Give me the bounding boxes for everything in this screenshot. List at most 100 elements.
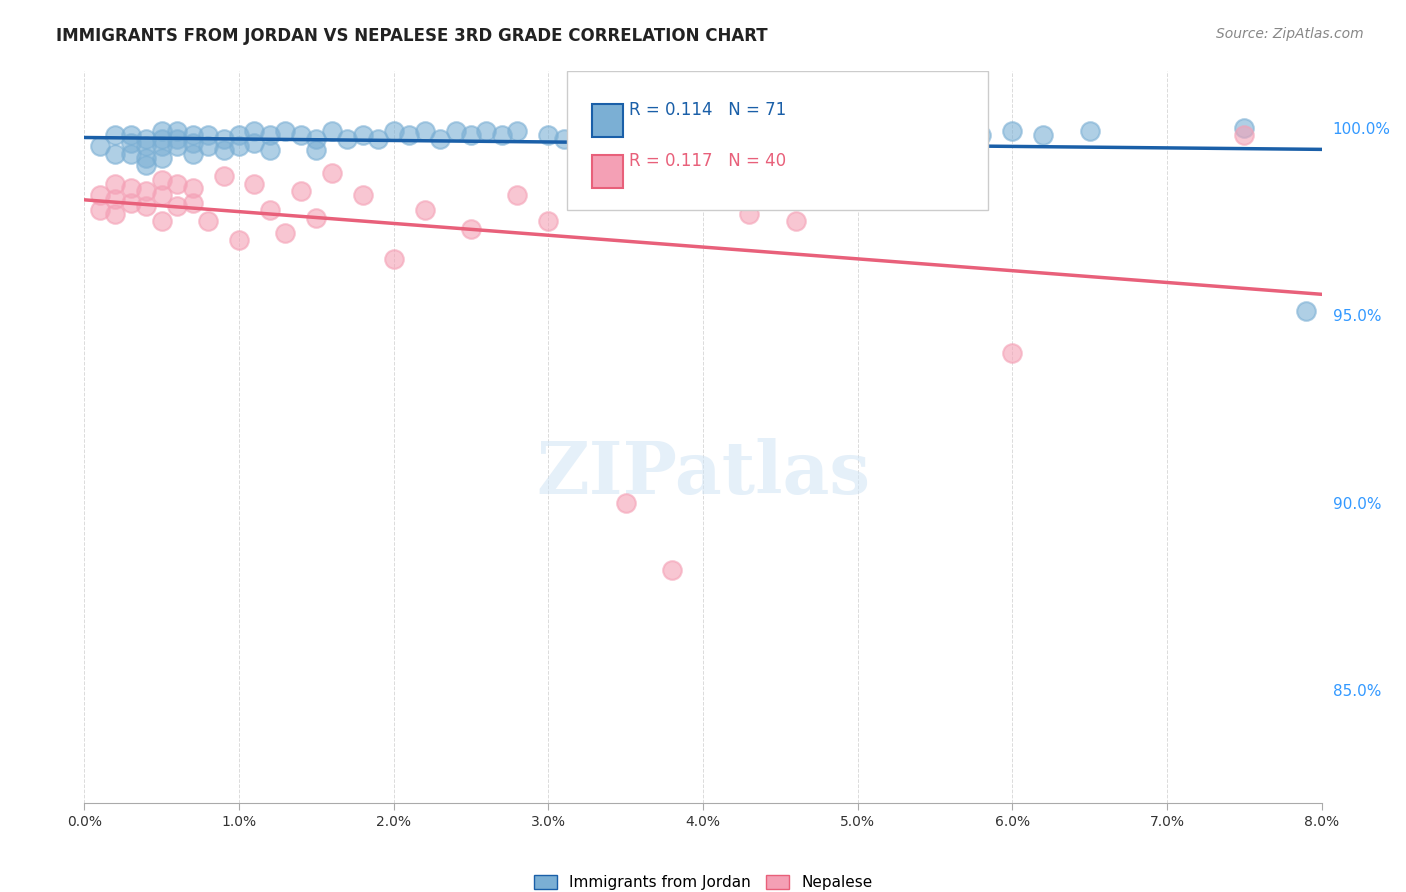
Point (630, 136, 652, 150)
Point (785, 214, 807, 228)
Point (1001, 124, 1024, 138)
Point (135, 199, 157, 213)
Point (413, 203, 436, 218)
Point (135, 139, 157, 153)
Point (382, 252, 405, 266)
Point (104, 128, 127, 142)
Point (259, 203, 281, 218)
Point (676, 132, 699, 146)
Point (537, 128, 560, 142)
Point (692, 185, 714, 199)
Point (243, 124, 266, 138)
Point (135, 158, 157, 172)
Point (166, 124, 188, 138)
FancyBboxPatch shape (592, 155, 623, 188)
Point (614, 124, 637, 138)
Point (846, 166, 869, 180)
Point (181, 128, 204, 142)
Point (568, 124, 591, 138)
Point (738, 207, 761, 221)
Point (352, 128, 374, 142)
Point (104, 177, 127, 191)
Point (506, 188, 529, 202)
Point (321, 166, 343, 180)
Point (150, 173, 173, 187)
Point (1233, 120, 1256, 135)
Point (692, 124, 714, 138)
Point (166, 132, 188, 146)
Point (135, 132, 157, 146)
Point (352, 188, 374, 202)
Point (166, 139, 188, 153)
Point (212, 169, 235, 184)
Point (120, 136, 142, 150)
Point (367, 132, 389, 146)
Point (228, 139, 250, 153)
Point (475, 124, 498, 138)
Point (228, 128, 250, 142)
Text: R = 0.114   N = 71: R = 0.114 N = 71 (628, 101, 786, 119)
Point (135, 185, 157, 199)
Point (305, 132, 328, 146)
Point (970, 128, 993, 142)
Point (89, 188, 111, 202)
Point (908, 128, 931, 142)
Point (181, 136, 204, 150)
Point (104, 207, 127, 221)
Point (583, 128, 606, 142)
Point (382, 124, 405, 138)
Point (150, 188, 173, 202)
Point (274, 226, 297, 240)
Point (723, 124, 745, 138)
Point (1078, 124, 1101, 138)
Point (537, 214, 560, 228)
Point (846, 124, 869, 138)
Point (553, 132, 575, 146)
Point (104, 147, 127, 161)
Point (336, 132, 359, 146)
Point (614, 496, 637, 510)
Point (166, 199, 188, 213)
Point (243, 177, 266, 191)
Point (212, 132, 235, 146)
Point (197, 214, 219, 228)
Point (104, 192, 127, 206)
Point (491, 128, 513, 142)
Point (413, 124, 436, 138)
Point (166, 177, 188, 191)
Point (135, 151, 157, 165)
Point (120, 195, 142, 210)
Point (1233, 128, 1256, 142)
Point (785, 124, 807, 138)
Point (150, 124, 173, 138)
Point (259, 143, 281, 157)
Point (150, 139, 173, 153)
Point (460, 222, 482, 236)
Text: IMMIGRANTS FROM JORDAN VS NEPALESE 3RD GRADE CORRELATION CHART: IMMIGRANTS FROM JORDAN VS NEPALESE 3RD G… (56, 27, 768, 45)
FancyBboxPatch shape (567, 71, 987, 211)
Point (181, 147, 204, 161)
Point (398, 128, 420, 142)
Point (321, 124, 343, 138)
Text: Source: ZipAtlas.com: Source: ZipAtlas.com (1216, 27, 1364, 41)
FancyBboxPatch shape (592, 104, 623, 137)
Point (583, 169, 606, 184)
Point (197, 139, 219, 153)
Point (599, 136, 621, 150)
Point (305, 143, 328, 157)
Point (754, 132, 776, 146)
Point (89, 139, 111, 153)
Legend: Immigrants from Jordan, Nepalese: Immigrants from Jordan, Nepalese (526, 867, 880, 892)
Point (290, 185, 312, 199)
Point (150, 132, 173, 146)
Point (181, 180, 204, 194)
Point (120, 180, 142, 194)
Point (506, 124, 529, 138)
Point (120, 128, 142, 142)
Point (89, 203, 111, 218)
Point (120, 147, 142, 161)
Point (197, 128, 219, 142)
Point (181, 195, 204, 210)
Text: R = 0.117   N = 40: R = 0.117 N = 40 (628, 152, 786, 169)
Point (460, 128, 482, 142)
